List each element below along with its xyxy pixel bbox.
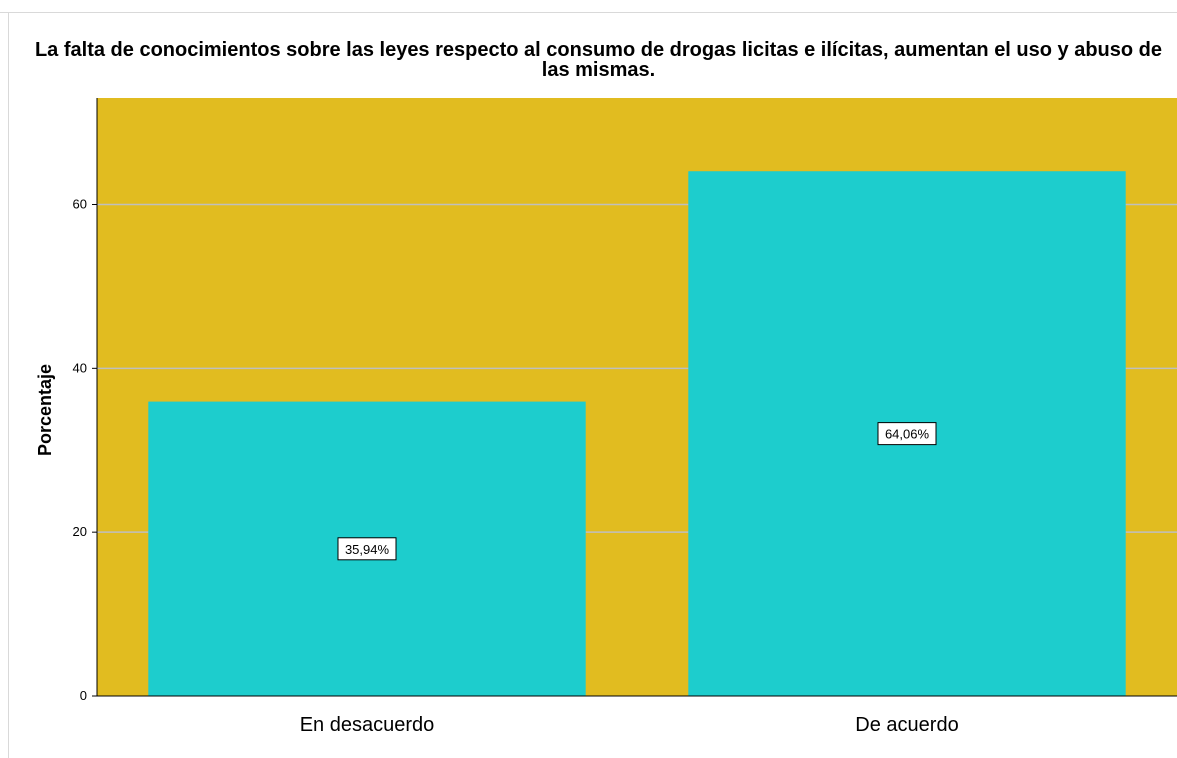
data-label-box — [877, 422, 937, 446]
y-tick-label: 40 — [73, 360, 87, 375]
frame-top-border — [0, 12, 1177, 13]
x-tick-label: De acuerdo — [855, 714, 958, 736]
y-tick-label: 60 — [73, 196, 87, 211]
data-label: 35,94% — [345, 542, 390, 557]
chart-title: La falta de conocimientos sobre las leye… — [34, 39, 1163, 81]
x-tick-label: En desacuerdo — [300, 714, 435, 736]
data-label: 64,06% — [885, 427, 930, 442]
labels: 0 20 40 60 En desacuerdo 35,94% De acuerdo 64,0… — [73, 196, 959, 736]
y-tick-label: 0 — [80, 688, 87, 703]
y-tick-label: 20 — [73, 524, 87, 539]
axes — [96, 98, 1177, 697]
frame-left-border — [8, 12, 9, 758]
data-label-box — [337, 537, 397, 561]
y-axis-label: Porcentaje — [35, 364, 55, 456]
